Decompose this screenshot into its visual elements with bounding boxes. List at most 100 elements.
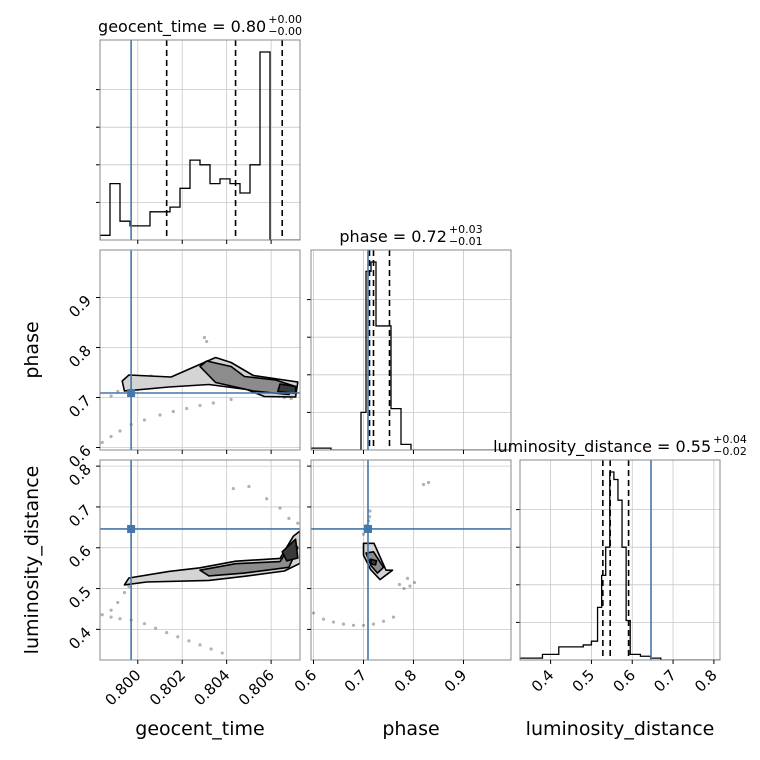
scatter-point bbox=[331, 620, 336, 624]
x-tick-label: 0.9 bbox=[441, 666, 471, 696]
scatter-point bbox=[408, 584, 412, 588]
scatter-point bbox=[100, 613, 104, 617]
scatter-point bbox=[296, 521, 300, 525]
scatter-point bbox=[209, 647, 213, 651]
x-axis-label-geocent_time: geocent_time bbox=[135, 718, 264, 740]
x-axis-label-luminosity_distance: luminosity_distance bbox=[526, 718, 715, 740]
y-tick-label: 0.8 bbox=[65, 342, 95, 372]
title-upper-error: +0.04 bbox=[713, 433, 747, 446]
title-upper-error: +0.03 bbox=[449, 223, 483, 236]
panel-phase-phase bbox=[307, 249, 512, 454]
contour-core bbox=[276, 383, 297, 395]
truth-marker bbox=[127, 524, 136, 533]
scatter-point bbox=[198, 403, 202, 408]
scatter-point bbox=[231, 486, 235, 491]
y-tick-label: 0.9 bbox=[65, 292, 95, 322]
scatter-point bbox=[109, 394, 113, 398]
scatter-point bbox=[109, 615, 113, 619]
scatter-point bbox=[205, 339, 209, 344]
scatter-point bbox=[265, 497, 269, 501]
y-tick-label: 0.8 bbox=[65, 460, 95, 490]
panel-frame bbox=[519, 459, 721, 661]
y-tick-label: 0.6 bbox=[65, 542, 95, 572]
scatter-point bbox=[287, 516, 291, 520]
x-tick-label: 0.6 bbox=[291, 666, 321, 696]
scatter-point bbox=[202, 335, 207, 340]
scatter-point bbox=[402, 586, 406, 591]
panel-frame bbox=[99, 249, 301, 451]
x-tick-label: 0.6 bbox=[609, 666, 639, 696]
truth-marker bbox=[127, 389, 136, 397]
histogram-geocent_time bbox=[100, 51, 300, 240]
title-luminosity_distance: luminosity_distance = 0.55 +0.04−0.02 bbox=[493, 433, 747, 458]
scatter-point bbox=[368, 509, 372, 513]
grid bbox=[100, 460, 300, 660]
x-axis-label-phase: phase bbox=[382, 718, 439, 740]
scatter-point bbox=[229, 397, 233, 402]
panel-phase-luminosity_distance: 0.6 0.7 0.8 0.9 bbox=[291, 459, 512, 696]
scatter-point bbox=[397, 582, 402, 587]
scatter-point bbox=[100, 440, 104, 445]
scatter-point bbox=[198, 643, 202, 647]
histogram-luminosity_distance bbox=[520, 471, 720, 660]
scatter-point bbox=[405, 576, 410, 580]
panel-geocent_time-phase: 0.60.70.80.9 bbox=[65, 249, 301, 471]
scatter-point bbox=[381, 619, 386, 623]
scatter-point bbox=[391, 615, 396, 619]
scatter-point bbox=[247, 484, 251, 489]
scatter-point bbox=[371, 622, 376, 626]
scatter-point bbox=[211, 401, 215, 405]
grid bbox=[311, 460, 511, 660]
scatter-point bbox=[158, 413, 162, 417]
contours-geocent_time|luminosity_distance bbox=[123, 530, 300, 586]
contour-core bbox=[281, 538, 299, 562]
x-tick-label: 0.5 bbox=[569, 666, 599, 696]
panel-luminosity_distance-luminosity_distance: 0.4 0.5 0.6 0.7 0.8 bbox=[516, 459, 721, 696]
title-lower-error: −0.01 bbox=[449, 235, 483, 248]
x-tick-label: 0.806 bbox=[235, 666, 278, 709]
scatter-point bbox=[142, 622, 147, 626]
truth-marker bbox=[364, 524, 372, 533]
scatter-point bbox=[171, 409, 175, 414]
y-tick-label: 0.4 bbox=[65, 623, 95, 653]
contour-inner bbox=[199, 540, 299, 577]
title-geocent_time: geocent_time = 0.80 +0.00−0.00 bbox=[98, 13, 302, 38]
title-main: geocent_time = 0.80 bbox=[98, 17, 266, 37]
scatter-point bbox=[142, 418, 147, 422]
scatter-point bbox=[176, 635, 180, 639]
x-tick-label: 0.804 bbox=[190, 666, 233, 709]
title-main: phase = 0.72 bbox=[339, 227, 446, 246]
title-lower-error: −0.02 bbox=[713, 445, 747, 458]
contours-geocent_time|phase bbox=[121, 356, 299, 398]
scatter-point bbox=[412, 580, 417, 585]
scatter-point bbox=[122, 591, 127, 595]
scatter-point bbox=[426, 480, 431, 485]
contours-phase|luminosity_distance bbox=[362, 542, 394, 581]
title-lower-error: −0.00 bbox=[268, 25, 302, 38]
scatter-point bbox=[361, 532, 366, 536]
grid bbox=[311, 250, 511, 450]
histogram-phase bbox=[311, 261, 511, 450]
panel-frame bbox=[99, 39, 301, 241]
y-tick-label: 0.7 bbox=[65, 392, 95, 422]
scatter-point bbox=[311, 611, 316, 615]
axis-labels: geocent_time phase luminosity_distance phas… bbox=[21, 321, 714, 740]
title-main: luminosity_distance = 0.55 bbox=[493, 437, 711, 457]
x-tick-label: 0.7 bbox=[341, 666, 371, 696]
panel-frame bbox=[99, 459, 301, 661]
title-upper-error: +0.00 bbox=[268, 13, 302, 26]
y-axis-label-phase: phase bbox=[21, 321, 43, 378]
scatter-point bbox=[185, 406, 189, 411]
scatter-point bbox=[153, 626, 158, 630]
scatter-point bbox=[321, 617, 326, 621]
scatter-point bbox=[118, 429, 122, 433]
grid bbox=[100, 250, 300, 450]
x-tick-label: 0.7 bbox=[650, 666, 680, 696]
scatter-point bbox=[165, 631, 169, 635]
x-tick-label: 0.4 bbox=[528, 666, 558, 696]
scatter-point bbox=[421, 482, 426, 487]
scatter-point bbox=[109, 608, 113, 612]
scatter-point bbox=[109, 434, 113, 439]
scatter-point bbox=[187, 639, 191, 643]
